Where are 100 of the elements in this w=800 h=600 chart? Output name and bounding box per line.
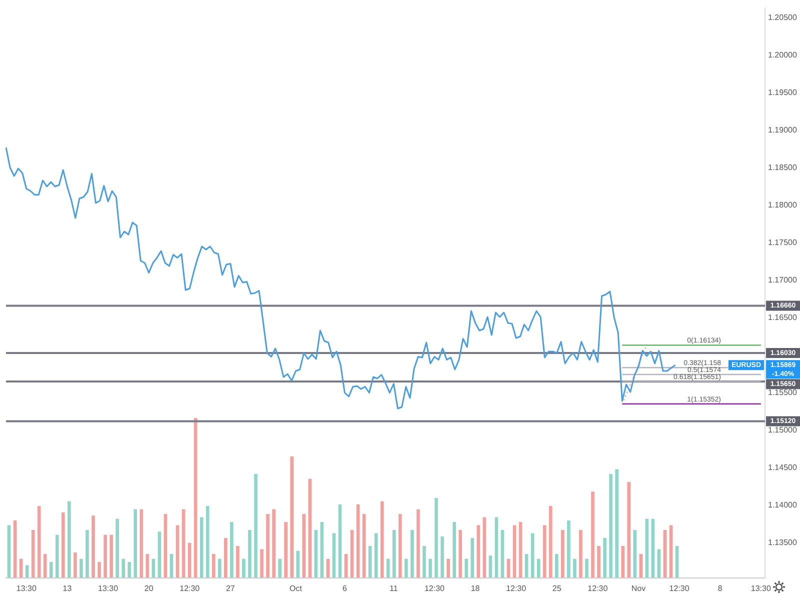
x-tick-label: 12:30	[588, 584, 608, 594]
bar	[560, 530, 564, 578]
bar	[128, 562, 132, 578]
x-tick-label: 27	[226, 584, 236, 594]
bar	[200, 517, 204, 578]
y-tick-label: 1.19000	[768, 125, 798, 134]
bar	[86, 530, 89, 578]
bar	[230, 522, 234, 578]
bar	[609, 474, 612, 578]
x-tick-label: 25	[552, 584, 562, 594]
bar	[290, 456, 294, 578]
bar	[579, 530, 582, 578]
bar	[380, 501, 384, 578]
bar	[512, 525, 516, 578]
x-tick-label: 8	[718, 584, 723, 594]
bar	[104, 534, 107, 578]
bar	[272, 509, 276, 578]
bar	[621, 546, 624, 578]
bar	[308, 478, 312, 578]
bar	[74, 552, 77, 578]
bar	[410, 530, 414, 578]
bar	[542, 525, 546, 578]
y-tick-label: 1.19500	[768, 88, 798, 97]
bar	[31, 530, 35, 578]
bar	[296, 550, 300, 578]
bar	[332, 533, 336, 578]
bar	[62, 512, 65, 578]
y-tick-label: 1.15000	[768, 425, 798, 434]
bar	[615, 469, 618, 578]
bar	[494, 517, 498, 578]
bar	[242, 558, 246, 578]
bar	[350, 530, 354, 578]
bar	[591, 492, 594, 578]
bar	[248, 530, 252, 578]
x-tick-label: 13:30	[16, 584, 37, 594]
bar	[633, 530, 637, 578]
bar	[224, 538, 228, 578]
bar	[218, 558, 222, 578]
y-tick-label: 1.17000	[768, 275, 798, 284]
bar	[530, 533, 534, 578]
bar	[278, 558, 282, 578]
bar	[458, 530, 462, 578]
bar	[92, 516, 95, 578]
bar	[476, 525, 480, 578]
bar	[500, 530, 504, 578]
x-tick-label: 18	[470, 584, 480, 594]
bar	[639, 554, 643, 578]
bar	[236, 546, 240, 578]
bar	[116, 518, 119, 578]
bar	[651, 518, 655, 578]
bar	[13, 520, 17, 578]
bar	[627, 482, 631, 578]
bar	[266, 514, 270, 578]
bar	[548, 506, 552, 578]
bar	[392, 530, 396, 578]
x-tick-label: 12:30	[180, 584, 200, 594]
x-tick-label: 13:30	[98, 584, 119, 594]
bar	[134, 509, 138, 578]
bar	[362, 514, 366, 578]
bar	[597, 546, 600, 578]
bar	[518, 522, 522, 578]
y-tick-label: 1.15500	[768, 388, 798, 397]
bar	[573, 558, 576, 578]
bar	[416, 509, 420, 578]
bar	[669, 525, 673, 578]
bar	[603, 538, 606, 578]
bar	[98, 562, 101, 578]
bar	[110, 534, 113, 578]
bar	[554, 554, 558, 578]
bar	[122, 558, 126, 578]
y-tick-label: 1.20000	[768, 50, 798, 60]
bar	[320, 522, 324, 578]
bar	[314, 530, 318, 578]
bar	[446, 558, 450, 578]
bar	[176, 525, 180, 578]
bar	[386, 558, 390, 578]
bar	[43, 554, 47, 578]
bar	[657, 549, 661, 578]
bar	[182, 509, 186, 578]
bar	[140, 509, 144, 578]
bar	[585, 558, 588, 578]
x-tick-label: 13	[62, 584, 72, 594]
bar	[212, 554, 216, 578]
bar	[206, 506, 210, 578]
bar	[645, 518, 649, 578]
y-tick-label: 1.18500	[768, 162, 798, 172]
y-tick-label: 1.17500	[768, 238, 798, 247]
bar	[254, 474, 258, 578]
bar	[422, 546, 426, 578]
bar	[260, 549, 264, 578]
bar	[302, 514, 306, 578]
bar	[7, 525, 11, 578]
bar	[482, 517, 486, 578]
bar	[37, 506, 41, 578]
line-series	[622, 344, 648, 404]
bar	[404, 558, 408, 578]
y-tick-label: 1.20500	[768, 12, 798, 22]
bar	[164, 514, 168, 578]
y-tick-label: 1.16500	[768, 312, 798, 322]
bar	[338, 504, 342, 578]
